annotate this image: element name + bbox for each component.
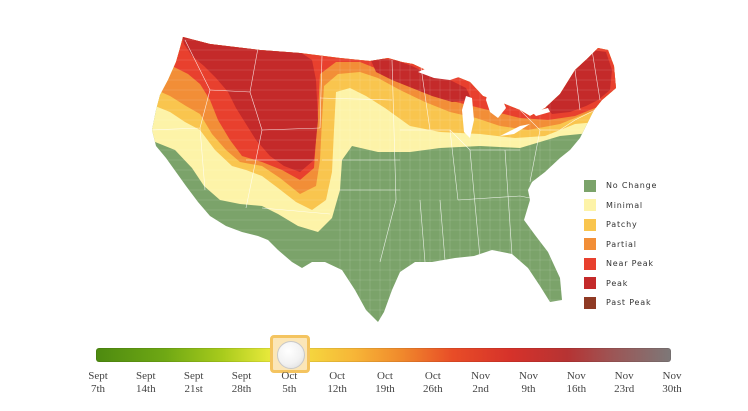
date-month: Oct (281, 370, 298, 382)
map-zone-peak (180, 37, 318, 172)
date-month: Nov (471, 370, 491, 382)
date-month: Sept (136, 370, 156, 382)
legend-item: Peak (584, 274, 694, 294)
lake-erie (500, 124, 530, 136)
timeline-date-label[interactable]: Oct 19th (360, 370, 410, 396)
timeline-date-label[interactable]: Sept 14th (121, 370, 171, 396)
legend-swatch (584, 257, 596, 270)
date-month: Sept (88, 370, 108, 382)
legend-item: Minimal (584, 196, 694, 216)
timeline-track[interactable] (96, 348, 671, 362)
timeline-date-label[interactable]: Sept 7th (73, 370, 123, 396)
map-zone-peak (540, 50, 612, 114)
legend-item: Partial (584, 235, 694, 255)
legend-item: No Change (584, 176, 694, 196)
lake-michigan (462, 96, 474, 138)
timeline-date-label[interactable]: Oct 12th (312, 370, 362, 396)
date-day: 28th (231, 383, 252, 395)
date-day: 5th (282, 383, 297, 395)
legend-swatch (584, 277, 596, 290)
date-month: Oct (424, 370, 441, 382)
legend-swatch (584, 179, 596, 192)
legend-label: Patchy (606, 220, 638, 230)
date-month: Oct (377, 370, 393, 382)
date-day: 2nd (472, 383, 489, 395)
date-month: Nov (662, 370, 682, 382)
date-day: 7th (90, 383, 106, 395)
date-day: 9th (521, 383, 536, 395)
timeline-date-label[interactable]: Sept 28th (217, 370, 267, 396)
map-zone-peak (370, 58, 472, 102)
lake-huron (486, 90, 506, 118)
timeline-date-label[interactable]: Oct 5th (264, 370, 314, 396)
legend-label: Past Peak (606, 298, 652, 308)
date-day: 12th (327, 383, 347, 395)
legend-label: Near Peak (606, 259, 654, 269)
timeline-slider-handle[interactable] (270, 335, 310, 373)
foliage-map (152, 37, 616, 322)
timeline-date-label[interactable]: Sept 21st (169, 370, 219, 396)
lake-ontario (532, 108, 550, 116)
legend-label: No Change (606, 181, 658, 191)
timeline-date-label[interactable]: Nov 9th (504, 370, 554, 396)
legend-swatch (584, 296, 596, 309)
timeline-date-label[interactable]: Nov 23rd (599, 370, 649, 396)
timeline-date-label[interactable]: Nov 16th (551, 370, 601, 396)
legend-swatch (584, 238, 596, 251)
legend-label: Peak (606, 278, 629, 288)
date-month: Oct (329, 370, 346, 382)
legend-item: Past Peak (584, 293, 694, 313)
timeline-date-label[interactable]: Oct 26th (408, 370, 458, 396)
map-legend: No Change Minimal Patchy Partial Near Peak Pe… (584, 176, 694, 313)
legend-item: Near Peak (584, 254, 694, 274)
date-day: 21st (184, 383, 203, 395)
legend-item: Patchy (584, 215, 694, 235)
legend-swatch (584, 218, 596, 231)
date-month: Nov (566, 370, 586, 382)
legend-swatch (584, 199, 596, 212)
date-day: 16th (566, 383, 587, 395)
legend-label: Partial (606, 239, 637, 249)
timeline-date-label[interactable]: Nov 30th (647, 370, 697, 396)
date-day: 30th (662, 383, 682, 395)
date-month: Nov (614, 370, 634, 382)
date-day: 26th (423, 383, 443, 395)
date-month: Sept (183, 370, 204, 382)
date-month: Nov (519, 370, 538, 382)
slider-knob[interactable] (277, 341, 305, 369)
date-day: 14th (136, 383, 156, 395)
date-day: 19th (375, 383, 395, 395)
date-day: 23rd (614, 383, 635, 395)
timeline-date-label[interactable]: Nov 2nd (456, 370, 506, 396)
lake-superior (418, 66, 462, 80)
legend-label: Minimal (606, 200, 643, 210)
date-month: Sept (231, 370, 252, 382)
